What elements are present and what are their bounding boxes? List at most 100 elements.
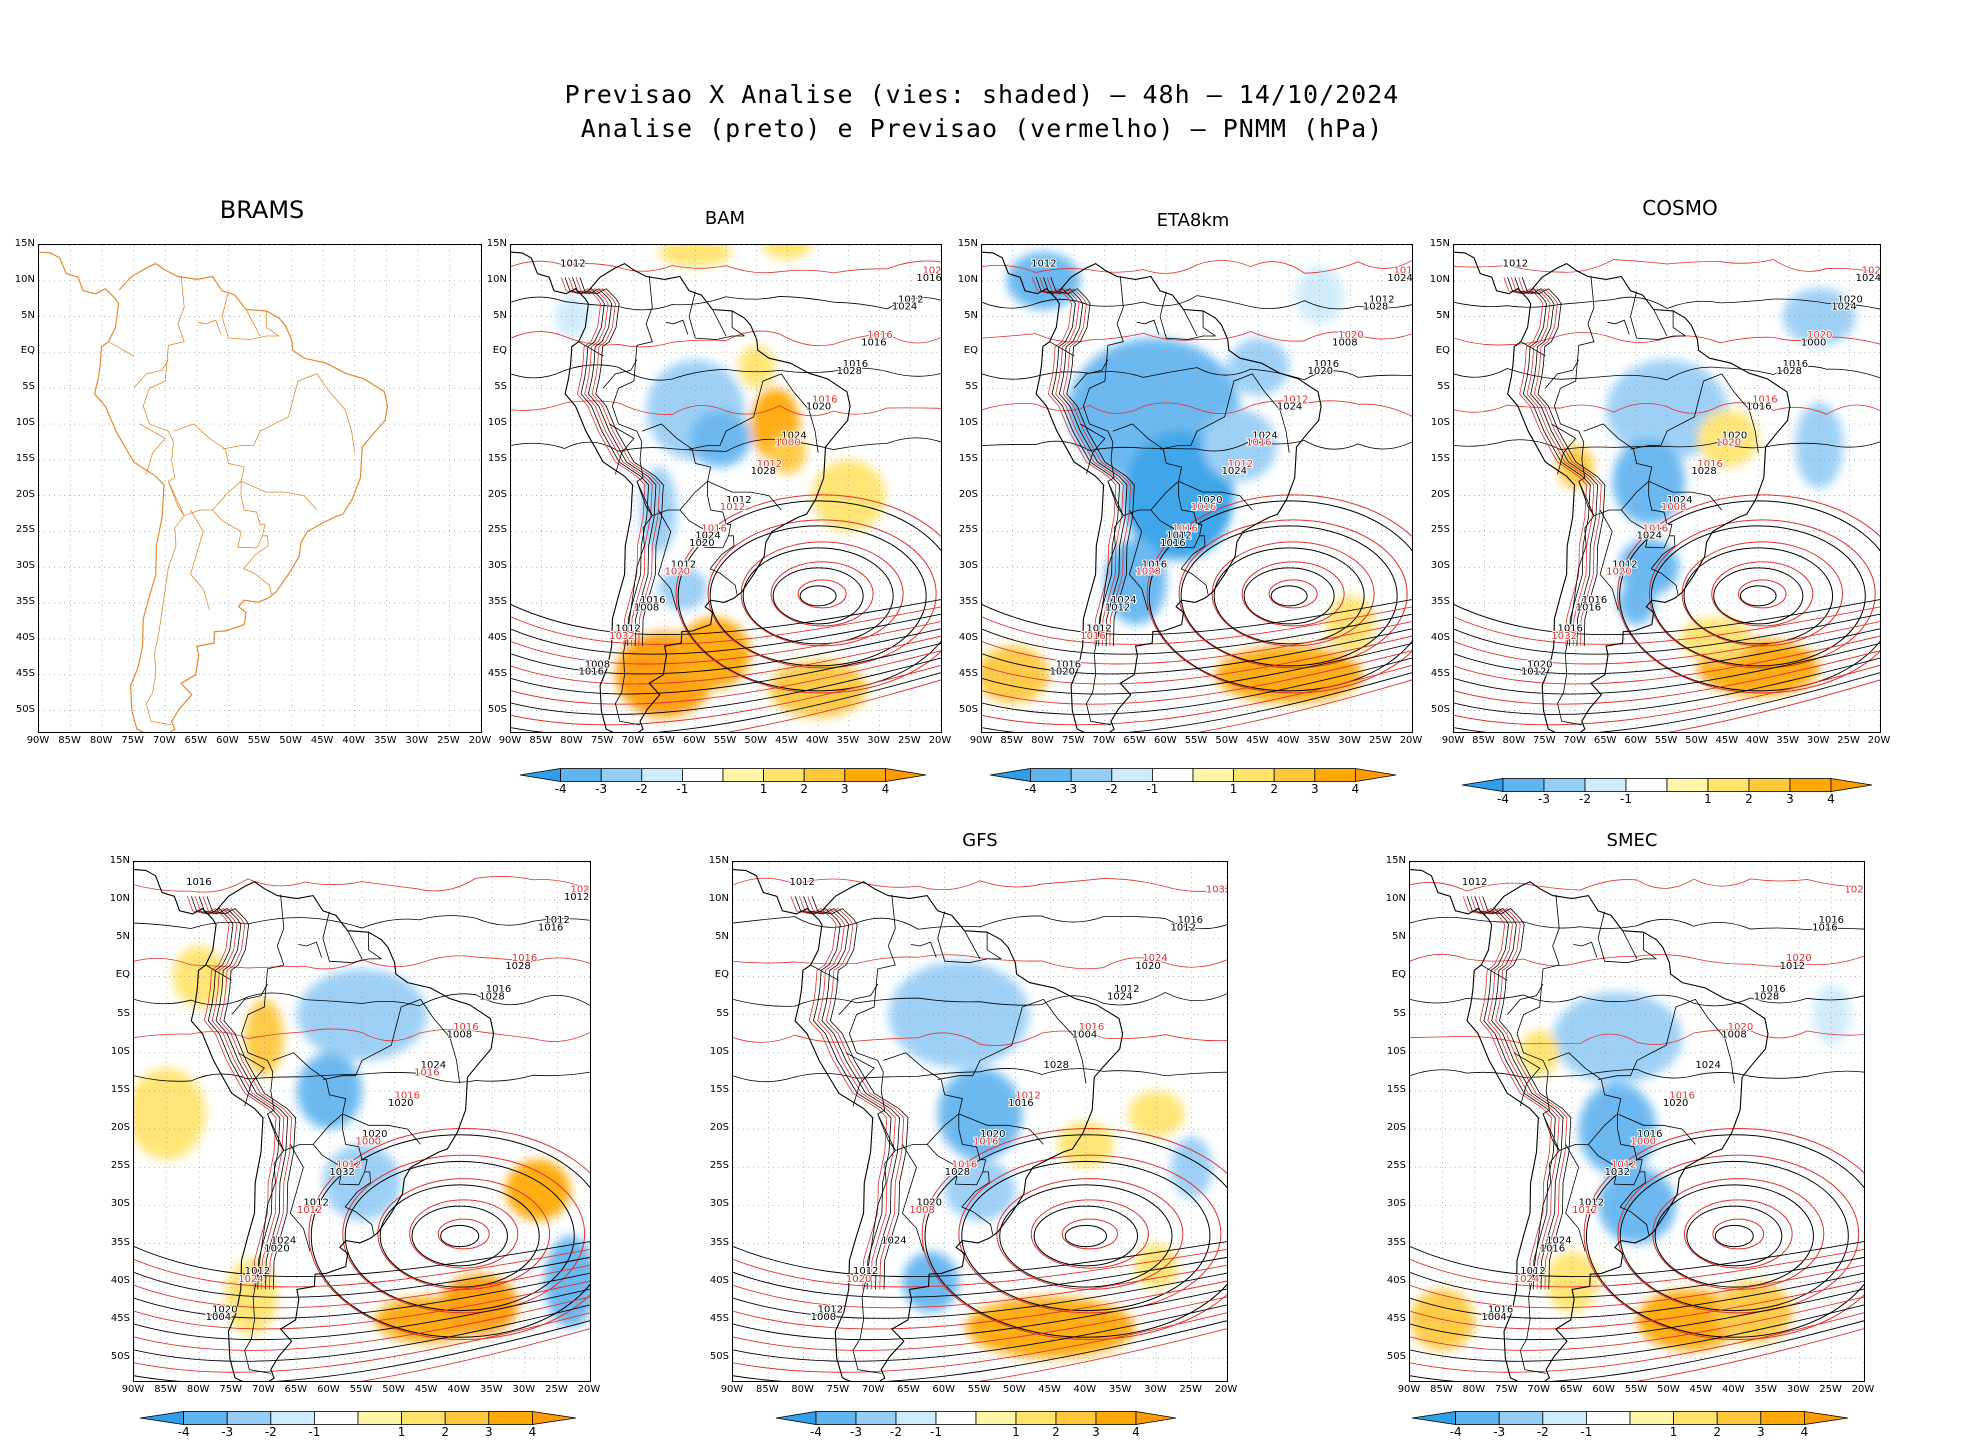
contour-label: 1016 (1746, 402, 1771, 413)
lon-tick-label: 70W (1527, 1384, 1551, 1395)
contour-labels: 1012101210161012101610161012102010161016… (1461, 876, 1864, 1324)
lat-tick-label: 10N (14, 273, 35, 285)
lat-tick-label: 35S (1386, 1236, 1406, 1248)
contour-label: 1024 (695, 531, 720, 542)
colorbar-swatch (844, 768, 886, 782)
colorbar-swatch (1455, 1411, 1500, 1425)
lon-tick-label: 75W (590, 735, 614, 746)
colorbar-swatch (1629, 1411, 1674, 1425)
contour-label: 1016 (1783, 359, 1808, 370)
contour-label: 1020 (1807, 330, 1832, 341)
lon-tick-label: 35W (479, 1384, 503, 1395)
bias-patch (1410, 1289, 1475, 1351)
contour-label: 1020 (1135, 961, 1160, 972)
lon-tick-label: 50W (279, 735, 302, 746)
colorbar-swatch (1151, 768, 1194, 782)
contour-label: 1012 (1228, 459, 1253, 470)
coastline (39, 251, 389, 732)
lat-tick-label: 10N (708, 893, 729, 905)
lon-tick-label: 25W (1368, 735, 1392, 746)
map-frame-panel5: 1016 1012 1016 1012 1016 1012 1012 1016 1020 1020… (133, 861, 591, 1382)
lat-tick-label: 15N (1429, 238, 1450, 249)
contour-label: 1020 (689, 538, 714, 549)
lat-tick-label: 10S (110, 1045, 130, 1057)
lon-tick-label: 60W (1624, 735, 1647, 746)
contour-label: 1016 (973, 1136, 998, 1147)
lon-tick-label: 40W (1073, 1384, 1097, 1395)
lat-tick-label: 40S (709, 1274, 729, 1286)
lat-tick-label: EQ (1435, 345, 1450, 357)
lat-tick-label: 50S (709, 1351, 729, 1363)
contour-label: 1016 (1643, 523, 1668, 534)
colorbar-swatch (1030, 768, 1072, 782)
panel-title-brams: BRAMS (219, 196, 305, 224)
panel-title-smec: SMEC (1606, 830, 1658, 851)
lon-tick-label: 35W (373, 735, 397, 746)
contour-label: 1024 (881, 1236, 906, 1247)
lon-tick-label: 60W (1153, 735, 1177, 746)
contour-label: 1008 (585, 660, 610, 671)
contour-label: 1028 (837, 366, 862, 377)
colorbar-label: -3 (221, 1425, 234, 1439)
lon-tick-label: 35W (1776, 735, 1800, 746)
lat-tick-label: 30S (15, 560, 35, 572)
contour-label: 1020 (264, 1243, 289, 1254)
contour-label: 1016 (538, 923, 563, 934)
contour-label: 1012 (1612, 559, 1637, 570)
lon-tick-label: 80W (1031, 735, 1054, 746)
contour-label: 1016 (512, 953, 537, 964)
lat-tick-label: 15N (708, 855, 729, 866)
lon-tick-label: 45W (775, 735, 798, 746)
colorbar-swatch (1411, 1411, 1456, 1425)
lon-tick-label: 35W (1754, 1384, 1778, 1395)
lon-tick-label: 30W (1144, 1384, 1167, 1395)
colorbar-swatch (1830, 778, 1873, 792)
lat-tick-label: 25S (15, 524, 35, 536)
lon-tick-label: 70W (1563, 735, 1587, 746)
colorbar-label: -3 (595, 782, 608, 796)
lat-tick-label: 15N (486, 238, 507, 249)
contour-label: 1000 (811, 1312, 836, 1323)
lon-tick-label: 30W (512, 1384, 536, 1395)
contour-label: 1028 (945, 1167, 970, 1178)
figure-title-line1: Previsao X Analise (vies: shaded) – 48h … (564, 80, 1400, 109)
contour-label: 1012 (336, 1159, 361, 1170)
lat-tick-label: 50S (110, 1351, 130, 1363)
contour-label: 1012 (789, 877, 814, 888)
lat-tick-label: 10N (1429, 273, 1450, 285)
contour-label: 1028 (570, 885, 590, 896)
colorbar-label: 1 (1229, 782, 1238, 796)
map-frame-eta8km: 1012 1016 1016 1012 1012 1012 1016 1012 1016 1020… (981, 244, 1413, 733)
coastline (134, 869, 495, 1381)
contour-label: 1008 (447, 1030, 472, 1041)
lon-tick-label: 55W (349, 1384, 373, 1395)
contour-label: 1000 (1801, 337, 1826, 348)
colorbar-swatch (763, 768, 805, 782)
contour-label: 1020 (665, 566, 690, 577)
contour-label: 1016 (395, 1091, 420, 1102)
colorbar-swatch (1803, 1411, 1849, 1425)
lon-tick-label: 85W (529, 735, 553, 746)
lon-tick-label: 60W (932, 1384, 956, 1395)
contour-label: 1016 (414, 1068, 439, 1079)
lon-tick-label: 50W (382, 1384, 405, 1395)
contour-label: 1012 (1114, 984, 1139, 995)
lat-tick-label: 10S (487, 417, 507, 429)
lat-tick-label: 10N (109, 893, 130, 905)
contour-label: 1012 (1283, 395, 1308, 406)
lon-tick-label: 75W (826, 1384, 850, 1395)
contour-label: 1012 (818, 1304, 843, 1315)
lat-tick-label: 15N (14, 238, 35, 249)
lat-tick-label: 45S (1430, 667, 1450, 679)
colorbar-swatch (975, 1411, 1017, 1425)
bias-patch (944, 1159, 1016, 1221)
colorbar-label: -1 (1580, 1425, 1593, 1439)
colorbar-swatch (270, 1411, 315, 1425)
lat-tick-label: 5N (1436, 309, 1450, 321)
contour-label: 1024 (1667, 495, 1692, 506)
colorbar-label: -3 (1065, 782, 1078, 796)
lat-tick-label: 10S (1430, 417, 1450, 429)
contour-label: 1016 (1540, 1243, 1565, 1254)
contour-label: 1020 (1050, 667, 1075, 678)
contour-label: 1016 (1752, 395, 1777, 406)
